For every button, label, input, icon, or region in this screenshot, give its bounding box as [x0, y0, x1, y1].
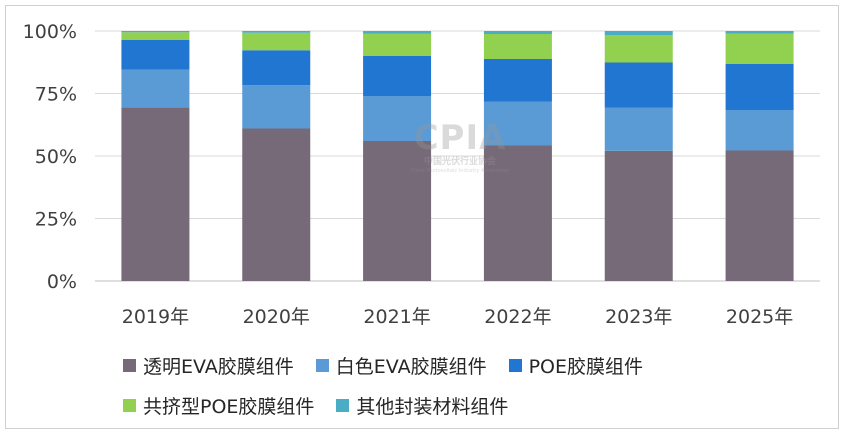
x-tick-label: 2022年: [484, 306, 551, 328]
x-tick-label: 2025年: [726, 306, 793, 328]
bar-segment: [242, 85, 311, 129]
legend-label: POE胶膜组件: [528, 355, 644, 378]
bar-segment: [604, 31, 673, 35]
bars: [121, 31, 794, 281]
legend-swatch: [315, 358, 329, 372]
legend-label: 共挤型POE胶膜组件: [143, 395, 315, 418]
bar-segment: [242, 50, 311, 86]
bar-segment: [242, 31, 311, 33]
bar-segment: [483, 145, 552, 281]
y-tick-label: 50%: [35, 146, 77, 168]
x-tick-label: 2021年: [363, 306, 430, 328]
legend-swatch: [123, 358, 136, 372]
legend-label: 其他封装材料组件: [356, 395, 509, 418]
bar-segment: [242, 128, 311, 281]
legend-item: POE胶膜组件: [508, 352, 644, 379]
x-tick-label: 2019年: [122, 306, 189, 328]
bar-segment: [483, 59, 552, 102]
legend-item: 共挤型POE胶膜组件: [123, 392, 314, 419]
x-tick-label: 2020年: [243, 306, 310, 328]
x-axis-tick-labels: 2019年 2020年 2021年 2022年 2023年 2025年: [122, 306, 794, 328]
bar-segment: [363, 96, 432, 141]
bar-segment: [121, 69, 190, 108]
y-tick-label: 25%: [35, 209, 77, 231]
legend-row: 共挤型POE胶膜组件 其他封装材料组件: [123, 385, 743, 425]
bar-segment: [725, 31, 794, 34]
bar-segment: [242, 32, 311, 51]
legend-swatch: [508, 358, 522, 372]
bar-segment: [604, 35, 673, 63]
chart-legend: 透明EVA胶膜组件 白色EVA胶膜组件 POE胶膜组件 共挤型POE胶膜组件 其他封装…: [123, 345, 743, 425]
bar-segment: [121, 39, 190, 70]
bar-segment: [363, 31, 432, 34]
y-tick-label: 0%: [47, 271, 77, 293]
y-tick-label: 75%: [35, 84, 77, 106]
y-tick-label: 100%: [23, 21, 77, 43]
bar-segment: [725, 150, 794, 281]
bar-segment: [483, 101, 552, 146]
legend-item: 白色EVA胶膜组件: [315, 352, 487, 379]
bar-segment: [483, 34, 552, 59]
legend-label: 白色EVA胶膜组件: [335, 355, 487, 378]
bar-segment: [725, 110, 794, 151]
bar-segment: [483, 31, 552, 34]
bar-segment: [121, 107, 190, 281]
legend-swatch: [123, 398, 136, 412]
legend-swatch: [336, 398, 350, 412]
y-axis-tick-labels: 0% 25% 50% 75% 100%: [23, 21, 77, 293]
bar-segment: [363, 56, 432, 96]
legend-row: 透明EVA胶膜组件 白色EVA胶膜组件 POE胶膜组件: [123, 345, 743, 385]
legend-item: 透明EVA胶膜组件: [123, 352, 294, 379]
bar-segment: [725, 63, 794, 110]
x-tick-label: 2023年: [605, 306, 672, 328]
bar-segment: [121, 31, 190, 33]
bar-segment: [725, 33, 794, 64]
bar-segment: [363, 33, 432, 56]
bar-segment: [121, 32, 190, 40]
bar-segment: [604, 150, 673, 281]
legend-item: 其他封装材料组件: [336, 392, 508, 419]
bar-segment: [604, 62, 673, 108]
legend-label: 透明EVA胶膜组件: [143, 355, 294, 378]
bar-segment: [604, 107, 673, 151]
grid-lines: [95, 30, 820, 282]
bar-segment: [363, 141, 432, 281]
